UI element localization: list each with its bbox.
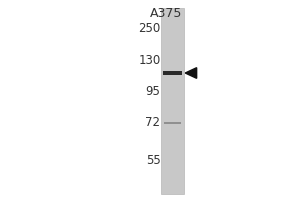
Bar (163, 71, 182, 75)
Text: 95: 95 (146, 85, 160, 98)
Text: 55: 55 (146, 154, 160, 168)
Text: 250: 250 (138, 22, 160, 36)
Polygon shape (185, 68, 197, 78)
Text: 130: 130 (138, 54, 160, 68)
Text: A375: A375 (150, 7, 183, 20)
Bar (161, 8, 184, 194)
Bar (164, 122, 181, 124)
Text: 72: 72 (146, 116, 160, 130)
